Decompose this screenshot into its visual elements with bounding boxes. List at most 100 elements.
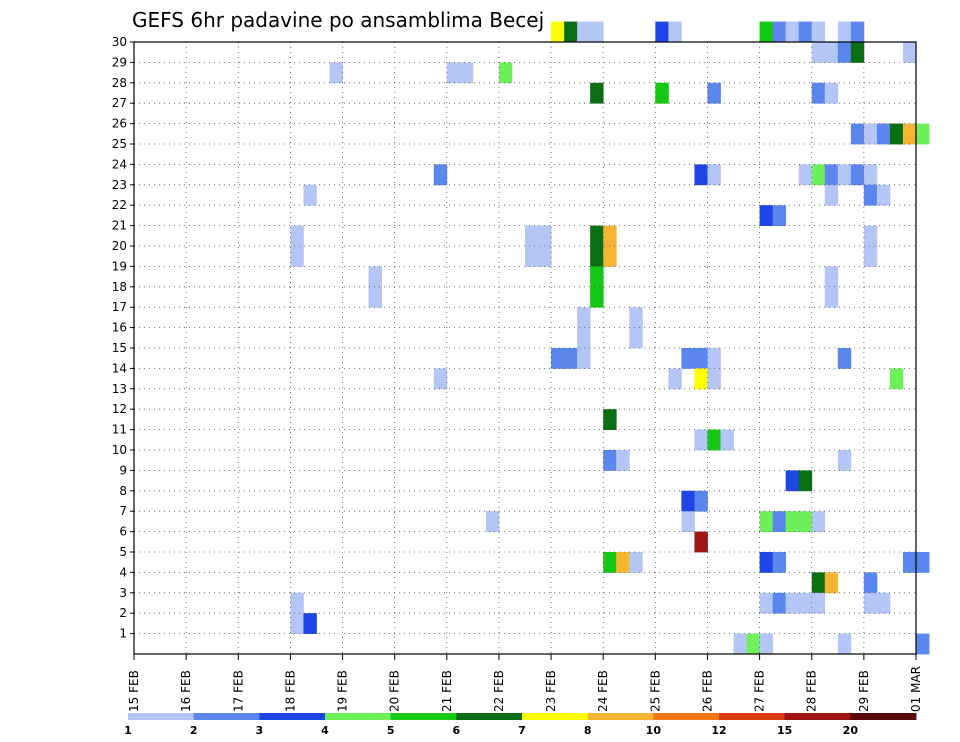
y-tick-label: 20 (112, 239, 127, 253)
y-tick-label: 6 (119, 525, 127, 539)
heatmap-cell (694, 348, 708, 369)
heatmap-cell (303, 184, 317, 206)
heatmap-cell (902, 42, 917, 63)
heatmap-cell (824, 184, 839, 206)
y-tick-label: 19 (112, 259, 127, 273)
heatmap-cell (551, 348, 565, 369)
colorbar-swatch (259, 713, 326, 720)
y-tick-label: 26 (112, 117, 127, 131)
heatmap-cell (798, 511, 813, 532)
y-tick-label: 30 (112, 35, 127, 49)
colorbar-swatch (653, 713, 720, 720)
heatmap-cell (837, 450, 852, 471)
heatmap-cell (707, 164, 721, 186)
heatmap-cell (446, 62, 461, 84)
colorbar: 1 2 3 4 5 6 7 8 10 12 15 20 (124, 713, 917, 737)
heatmap-cell (720, 429, 734, 451)
heatmap-cell (746, 633, 760, 655)
heatmap-cell (603, 409, 617, 430)
heatmap-cell (577, 21, 591, 43)
colorbar-label: 4 (321, 724, 329, 737)
y-tick-label: 28 (112, 76, 127, 90)
heatmap-cell (303, 613, 317, 634)
y-tick-label: 3 (119, 586, 127, 600)
colorbar-label: 15 (777, 724, 792, 737)
x-tick-label: 26 FEB (700, 670, 714, 712)
y-tick-label: 10 (112, 443, 127, 457)
heatmap-cell (433, 164, 448, 186)
heatmap-cell (772, 552, 787, 573)
heatmap-cell (811, 82, 826, 104)
x-tick-label: 24 FEB (596, 670, 610, 712)
heatmap-cell (459, 62, 474, 84)
heatmap-cell (590, 82, 604, 104)
colorbar-label: 10 (646, 724, 662, 737)
heatmap-cell (433, 368, 448, 390)
heatmap-cell (798, 164, 813, 186)
heatmap-cell (863, 184, 878, 206)
heatmap-cell (772, 511, 787, 532)
heatmap-cell (564, 348, 578, 369)
colorbar-swatch (390, 713, 457, 720)
y-tick-label: 17 (112, 300, 127, 314)
heatmap-cell (850, 21, 865, 43)
heatmap-cell (863, 592, 878, 614)
y-tick-label: 27 (112, 96, 127, 110)
y-tick-label: 29 (112, 55, 127, 69)
heatmap-cell (772, 592, 787, 614)
heatmap-cell (655, 82, 669, 104)
heatmap-cell (785, 592, 800, 614)
colorbar-label: 3 (256, 724, 264, 737)
heatmap-cell (916, 633, 930, 655)
x-tick-label: 21 FEB (440, 670, 454, 712)
heatmap-cell (876, 184, 891, 206)
x-tick-label: 17 FEB (231, 670, 245, 712)
heatmap-cell (863, 225, 878, 247)
heatmap-cell (629, 307, 643, 328)
heatmap-cell (564, 21, 578, 43)
heatmap-cell (902, 123, 917, 145)
heatmap-cell (811, 511, 826, 532)
heatmap-cell (785, 470, 800, 492)
heatmap-cell (694, 531, 708, 553)
colorbar-swatch (784, 713, 851, 720)
heatmap-cell (811, 592, 826, 614)
heatmap-cell (837, 42, 852, 63)
heatmap-cell (759, 205, 774, 226)
heatmap-cell (551, 21, 565, 43)
heatmap-cell (759, 633, 774, 655)
heatmap-cell (824, 286, 839, 308)
colorbar-swatch (719, 713, 786, 720)
heatmap-cell (290, 592, 304, 614)
heatmap-cell (811, 21, 826, 43)
y-tick-label: 13 (112, 382, 127, 396)
heatmap-cell (850, 123, 865, 145)
colorbar-swatch (587, 713, 654, 720)
heatmap-cell (824, 266, 839, 288)
colorbar-swatch (850, 713, 917, 720)
heatmap-cell (485, 511, 500, 532)
colorbar-label: 12 (711, 724, 726, 737)
heatmap-cell (863, 123, 878, 145)
y-tick-label: 1 (119, 627, 127, 641)
heatmap-cell (785, 21, 800, 43)
heatmap-cell (590, 286, 604, 308)
y-tick-label: 7 (119, 504, 127, 518)
y-tick-label: 4 (119, 565, 127, 579)
heatmap-cell (824, 82, 839, 104)
heatmap-cell (538, 246, 552, 267)
heatmap-cell (863, 246, 878, 267)
heatmap-cell (759, 552, 774, 573)
heatmap-cell (603, 246, 617, 267)
heatmap-cell (577, 327, 591, 349)
heatmap-cell (798, 21, 813, 43)
y-tick-label: 16 (112, 321, 127, 335)
y-tick-label: 2 (119, 606, 127, 620)
heatmap-cell (798, 592, 813, 614)
heatmap-cell (694, 368, 708, 390)
heatmap-cell (889, 368, 904, 390)
colorbar-swatch (193, 713, 260, 720)
colorbar-swatch (325, 713, 392, 720)
x-tick-label: 18 FEB (283, 670, 297, 712)
heatmap-cell (616, 450, 630, 471)
